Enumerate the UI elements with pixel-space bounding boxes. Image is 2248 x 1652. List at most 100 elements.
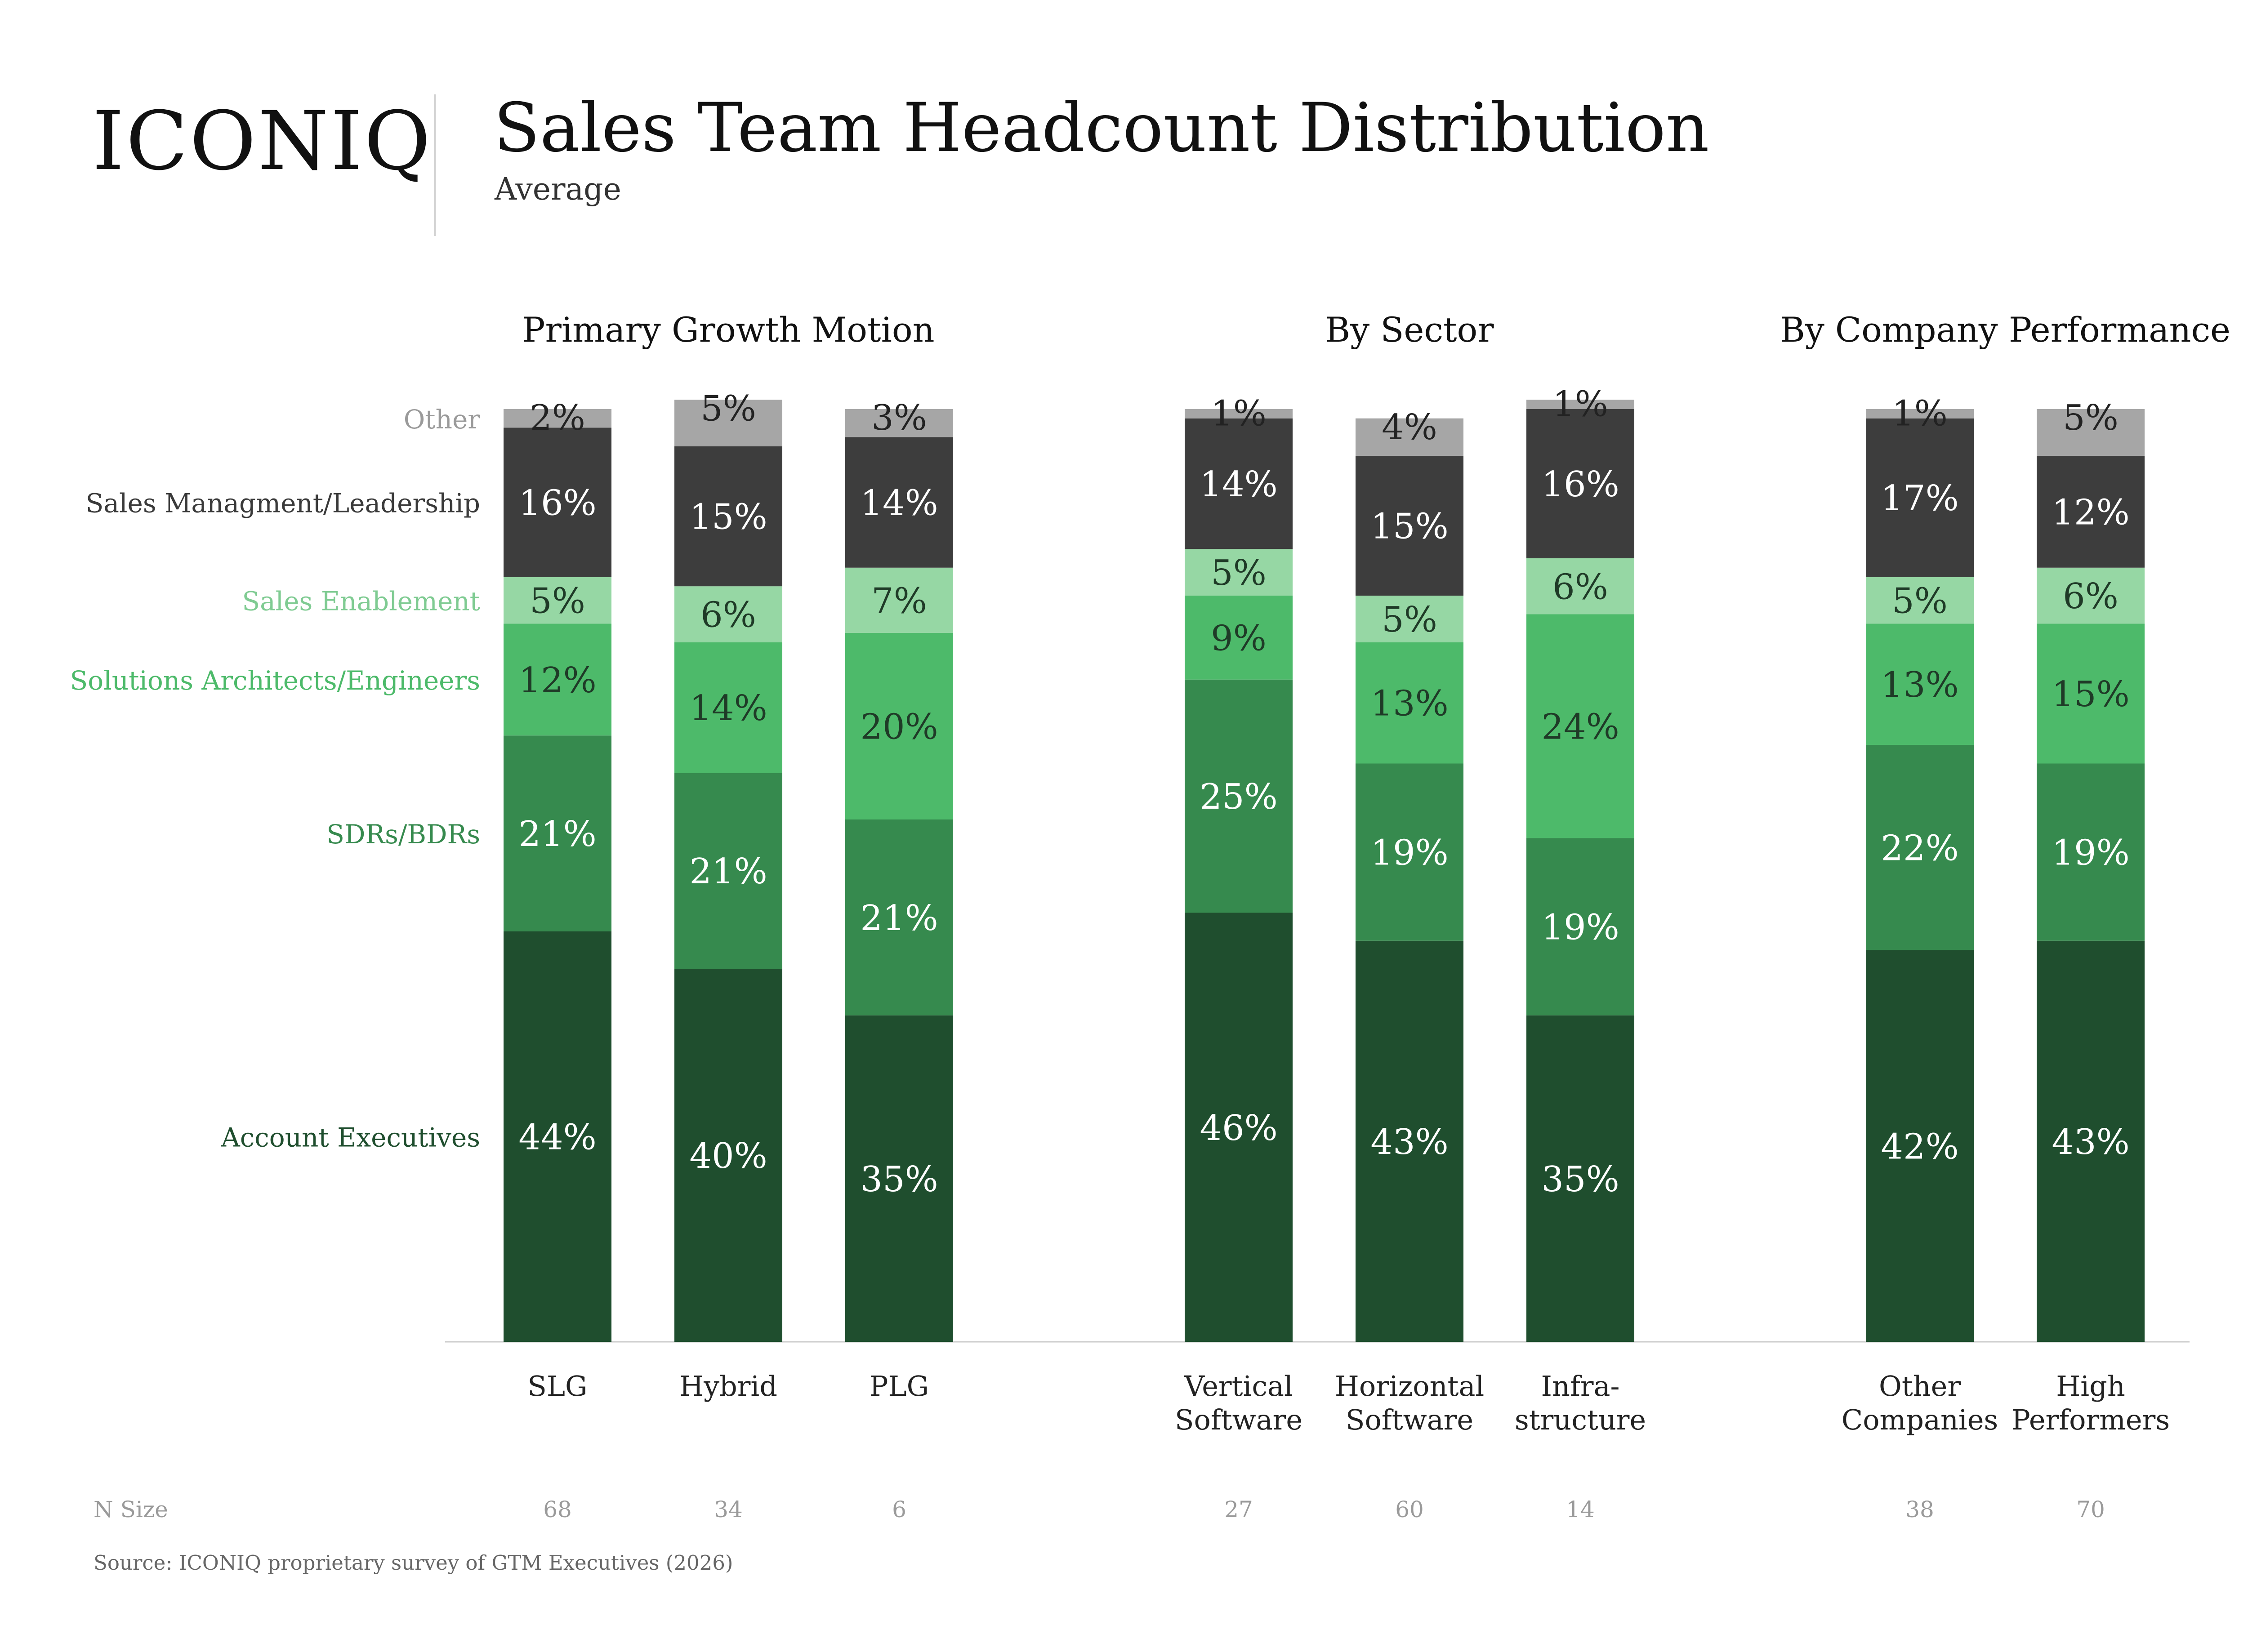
bar-segment-5-1 — [674, 400, 782, 446]
bar-segment-5-5 — [1526, 400, 1634, 409]
data-label-0-1: 40% — [689, 1136, 767, 1176]
n-size-label: N Size — [94, 1496, 168, 1523]
data-label-4-0: 16% — [518, 483, 596, 524]
data-label-2-3: 9% — [1211, 618, 1267, 659]
bar-segment-4-1 — [674, 446, 782, 587]
legend-label-0: Account Executives — [221, 1122, 480, 1153]
data-label-1-3: 25% — [1200, 777, 1277, 817]
bar-segment-2-2 — [845, 633, 953, 819]
category-label-6-line-2: Companies — [1842, 1403, 1998, 1436]
group-title-2: By Company Performance — [1780, 310, 2230, 350]
bar-segment-2-4 — [1356, 642, 1463, 764]
category-label-7-line-2: Performers — [2012, 1403, 2170, 1436]
iconiq-logo: ICONIQ — [92, 94, 433, 188]
bar-segment-1-3 — [1185, 679, 1293, 913]
category-label-3-line-1: Vertical — [1184, 1370, 1293, 1403]
data-label-0-3: 46% — [1200, 1108, 1277, 1149]
source-note: Source: ICONIQ proprietary survey of GTM… — [94, 1551, 733, 1575]
data-label-3-6: 5% — [1892, 581, 1948, 621]
category-label-1: Hybrid — [679, 1370, 777, 1403]
data-label-5-7: 5% — [2063, 398, 2119, 438]
bar-segment-0-2 — [845, 1015, 953, 1342]
bar-segment-3-6 — [1866, 577, 1974, 624]
bar-segment-2-6 — [1866, 623, 1974, 745]
data-label-4-6: 17% — [1881, 478, 1958, 519]
data-label-1-5: 19% — [1541, 908, 1619, 948]
data-label-3-0: 5% — [530, 581, 585, 621]
category-label-6-line-1: Other — [1879, 1370, 1961, 1403]
bar-segment-0-4 — [1356, 940, 1463, 1342]
data-label-2-5: 24% — [1541, 707, 1619, 748]
data-label-4-2: 14% — [860, 483, 938, 524]
bar-segment-0-7 — [2037, 940, 2145, 1342]
bar-segment-5-0 — [504, 409, 611, 428]
data-label-5-3: 1% — [1211, 393, 1267, 434]
data-label-2-0: 12% — [518, 660, 596, 701]
data-label-3-3: 5% — [1211, 553, 1267, 593]
legend-label-5: Other — [404, 404, 481, 435]
n-size-value-4: 60 — [1395, 1496, 1424, 1523]
data-label-5-2: 3% — [871, 398, 927, 438]
data-label-5-0: 2% — [530, 398, 585, 438]
legend-label-4: Sales Managment/Leadership — [86, 488, 480, 519]
data-label-0-4: 43% — [1370, 1122, 1448, 1162]
bar-segment-0-1 — [674, 969, 782, 1342]
data-label-3-7: 6% — [2063, 576, 2119, 617]
data-label-4-4: 15% — [1370, 506, 1448, 547]
bar-segment-1-1 — [674, 773, 782, 969]
data-label-2-1: 14% — [689, 688, 767, 729]
data-label-3-2: 7% — [871, 581, 927, 621]
data-label-1-0: 21% — [518, 814, 596, 855]
bar-segment-4-5 — [1526, 409, 1634, 558]
data-label-1-1: 21% — [689, 851, 767, 892]
data-label-3-4: 5% — [1382, 600, 1437, 640]
data-label-3-5: 6% — [1552, 567, 1608, 607]
bar-segment-0-5 — [1526, 1015, 1634, 1342]
bar-segment-5-2 — [845, 409, 953, 437]
category-label-7-line-1: High — [2056, 1370, 2125, 1403]
data-label-1-7: 19% — [2052, 833, 2129, 873]
data-label-1-6: 22% — [1881, 828, 1958, 868]
group-title-0: Primary Growth Motion — [522, 310, 934, 350]
bar-segment-1-5 — [1526, 838, 1634, 1015]
category-label-4-line-1: Horizontal — [1335, 1370, 1485, 1403]
n-size-value-7: 70 — [2076, 1496, 2105, 1523]
n-size-value-0: 68 — [543, 1496, 572, 1523]
bar-segment-3-2 — [845, 567, 953, 633]
data-label-4-5: 16% — [1541, 464, 1619, 505]
data-label-0-7: 43% — [2052, 1122, 2129, 1162]
data-label-0-6: 42% — [1881, 1127, 1958, 1167]
bar-segment-4-4 — [1356, 455, 1463, 596]
n-size-value-1: 34 — [714, 1496, 743, 1523]
legend-label-2: Solutions Architects/Engineers — [70, 665, 480, 696]
bar-segment-2-1 — [674, 642, 782, 773]
bar-segment-1-0 — [504, 735, 611, 931]
data-label-2-4: 13% — [1370, 684, 1448, 724]
data-label-0-2: 35% — [860, 1159, 938, 1200]
category-label-3-line-2: Software — [1175, 1403, 1302, 1436]
data-label-5-5: 1% — [1552, 384, 1608, 425]
data-label-4-3: 14% — [1200, 464, 1277, 505]
bar-segment-4-6 — [1866, 418, 1974, 577]
bar-segment-3-0 — [504, 577, 611, 624]
group-title-1: By Sector — [1325, 310, 1494, 350]
category-label-0: SLG — [527, 1370, 587, 1403]
data-label-5-4: 4% — [1382, 407, 1437, 448]
bar-segment-3-3 — [1185, 549, 1293, 596]
data-label-4-1: 15% — [689, 497, 767, 538]
data-label-0-5: 35% — [1541, 1159, 1619, 1200]
header-divider — [434, 94, 436, 236]
bar-segment-1-6 — [1866, 745, 1974, 950]
bar-segment-0-0 — [504, 931, 611, 1342]
data-label-5-6: 1% — [1892, 393, 1948, 434]
bar-segment-2-3 — [1185, 596, 1293, 680]
bar-segment-5-7 — [2037, 409, 2145, 456]
bar-segment-3-7 — [2037, 567, 2145, 624]
page-subtitle: Average — [495, 172, 621, 207]
data-label-0-0: 44% — [518, 1118, 596, 1158]
category-label-5-line-2: structure — [1515, 1403, 1646, 1436]
bar-segment-4-0 — [504, 427, 611, 577]
bar-segment-4-7 — [2037, 455, 2145, 568]
